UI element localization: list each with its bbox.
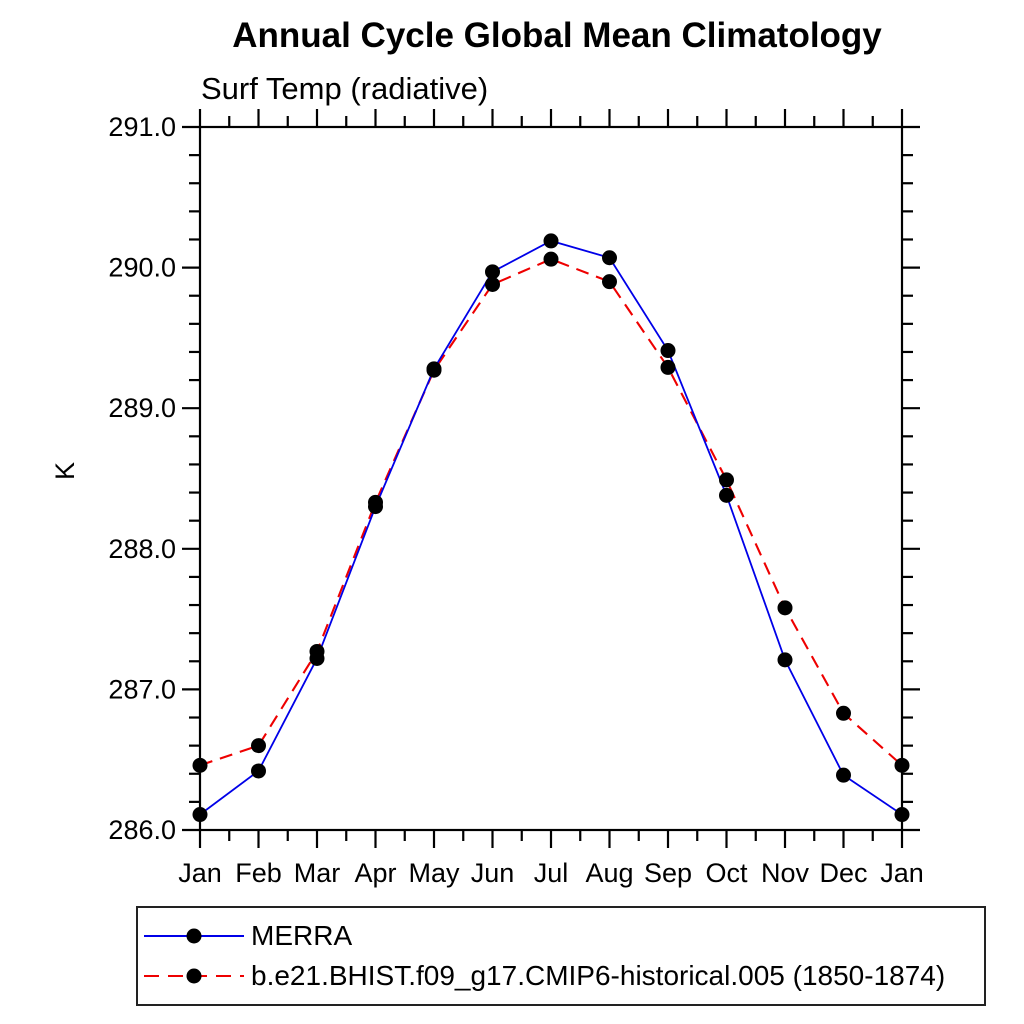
- data-point-marker: [602, 250, 617, 266]
- x-tick-label: Apr: [354, 858, 396, 888]
- y-tick-label: 291.0: [108, 112, 176, 142]
- legend-line-sample-merra: [144, 928, 244, 944]
- legend-line-sample-model: [144, 968, 244, 984]
- data-point-marker: [894, 807, 910, 823]
- legend: MERRA b.e21.BHIST.f09_g17.CMIP6-historic…: [136, 906, 986, 1006]
- data-point-marker: [660, 359, 676, 375]
- data-point-marker: [192, 757, 208, 773]
- data-point-marker: [836, 767, 851, 783]
- data-point-marker: [777, 652, 793, 668]
- series-line-0: [199, 239, 903, 816]
- y-tick-label: 289.0: [108, 393, 176, 423]
- legend-label-model: b.e21.BHIST.f09_g17.CMIP6-historical.005…: [251, 960, 946, 991]
- x-tick-label: Jun: [471, 858, 515, 888]
- data-point-marker: [426, 362, 442, 378]
- data-point-marker: [543, 233, 559, 249]
- x-tick-label: Oct: [705, 858, 748, 888]
- legend-sample-marker: [186, 928, 202, 944]
- data-point-marker: [660, 343, 676, 359]
- data-point-marker: [777, 600, 793, 616]
- data-point-marker: [251, 738, 266, 754]
- chart-subtitle: Surf Temp (radiative): [201, 71, 489, 106]
- x-tick-label: May: [408, 858, 460, 888]
- legend-item-merra: MERRA: [142, 916, 984, 956]
- data-point-marker: [719, 487, 734, 503]
- data-point-marker: [836, 705, 851, 721]
- x-tick-label: Sep: [644, 858, 692, 888]
- x-tick-label: Jul: [534, 858, 569, 888]
- y-tick-label: 288.0: [108, 534, 176, 564]
- plot-frame: [198, 125, 904, 832]
- legend-label-merra: MERRA: [251, 920, 353, 951]
- data-point-marker: [192, 807, 208, 823]
- y-tick-label: 287.0: [108, 674, 176, 704]
- y-tick-label: 286.0: [108, 815, 176, 845]
- chart-title: Annual Cycle Global Mean Climatology: [232, 16, 882, 55]
- data-point-marker: [543, 251, 559, 267]
- x-tick-label: Feb: [235, 858, 282, 888]
- x-tick-label: Dec: [819, 858, 867, 888]
- data-point-marker: [719, 472, 734, 488]
- data-point-marker: [251, 763, 266, 779]
- x-tick-label: Nov: [761, 858, 810, 888]
- data-point-marker: [894, 757, 910, 773]
- series-line-1: [199, 258, 903, 767]
- legend-item-model: b.e21.BHIST.f09_g17.CMIP6-historical.005…: [142, 956, 984, 996]
- data-point-marker: [485, 264, 500, 280]
- y-tick-label: 290.0: [108, 253, 176, 283]
- x-tick-label: Mar: [294, 858, 341, 888]
- data-point-marker: [602, 274, 617, 290]
- x-tick-label: Jan: [178, 858, 222, 888]
- x-tick-label: Jan: [880, 858, 924, 888]
- data-point-marker: [368, 494, 383, 510]
- legend-sample-marker: [186, 968, 202, 984]
- data-point-marker: [485, 276, 500, 292]
- x-tick-label: Aug: [585, 858, 633, 888]
- data-point-marker: [309, 643, 325, 659]
